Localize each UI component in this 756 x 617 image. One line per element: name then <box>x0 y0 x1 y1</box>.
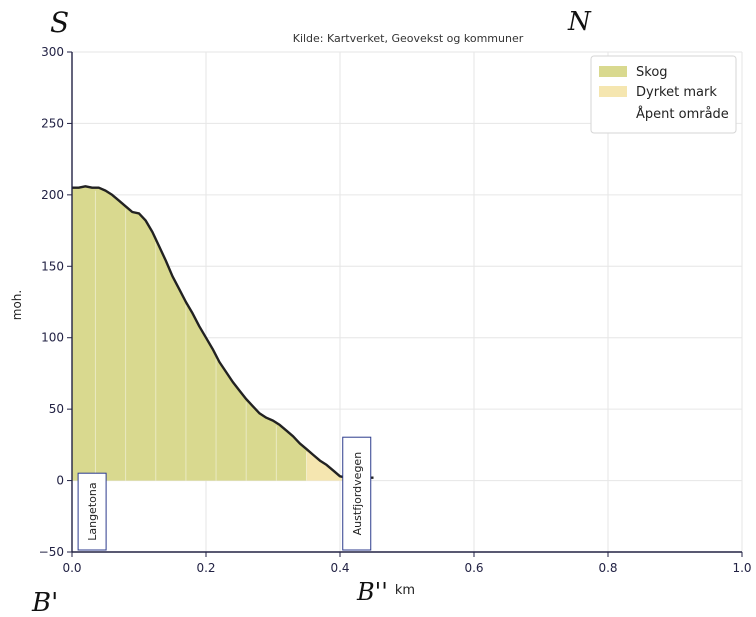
marker-box-langetona <box>77 472 107 551</box>
chart-title: Kilde: Kartverket, Geovekst og kommuner <box>293 32 524 45</box>
legend-label-skog: Skog <box>636 65 668 80</box>
marker-label-austfjordvegen: Austfjordvegen <box>351 452 364 536</box>
profile-layer <box>72 185 374 479</box>
y-tick-label: 100 <box>41 331 64 345</box>
y-tick-label: 250 <box>41 116 64 130</box>
landcover-area-skog <box>72 186 307 481</box>
handwritten-n: N <box>567 7 592 37</box>
y-tick-label: 150 <box>41 259 64 273</box>
y-axis-label: moh. <box>10 290 24 320</box>
y-tick-label: 50 <box>49 402 64 416</box>
x-tick-label: 0.8 <box>598 561 617 575</box>
location-markers: Langetona Austfjordvegen <box>77 436 372 551</box>
landcover-areas <box>72 186 344 481</box>
y-tick-label: 200 <box>41 188 64 202</box>
x-tick-label: 0.4 <box>330 561 349 575</box>
handwritten-b-prime: B' <box>31 588 58 613</box>
x-tick-label: 0.2 <box>196 561 215 575</box>
legend-swatch-apent-omrade <box>599 107 627 118</box>
legend-label-dyrket-mark: Dyrket mark <box>636 85 717 100</box>
legend-swatch-skog <box>599 66 627 77</box>
legend-label-apent-omrade: Åpent område <box>636 106 729 122</box>
legend: Skog Dyrket mark Åpent område <box>590 55 737 134</box>
x-tick-label: 0.0 <box>62 561 81 575</box>
y-tick-label: 0 <box>56 474 64 488</box>
y-axis-ticks: −50 0 50 100 150 200 250 300 <box>39 45 72 559</box>
axes <box>71 52 742 553</box>
y-tick-label: −50 <box>39 545 64 559</box>
x-tick-label: 0.6 <box>464 561 483 575</box>
handwritten-b-double-prime: B'' <box>356 578 388 606</box>
handwritten-s: S <box>50 6 69 39</box>
x-tick-label: 1.0 <box>732 561 751 575</box>
y-tick-label: 300 <box>41 45 64 59</box>
marker-box-austfjordvegen <box>342 436 372 551</box>
marker-label-langetona: Langetona <box>86 482 99 540</box>
legend-swatch-dyrket-mark <box>599 86 627 97</box>
x-axis-label: km <box>395 583 415 598</box>
profile-line <box>72 185 374 479</box>
legend-frame <box>590 55 737 134</box>
x-axis-ticks: 0.0 0.2 0.4 0.6 0.8 1.0 <box>62 552 752 575</box>
